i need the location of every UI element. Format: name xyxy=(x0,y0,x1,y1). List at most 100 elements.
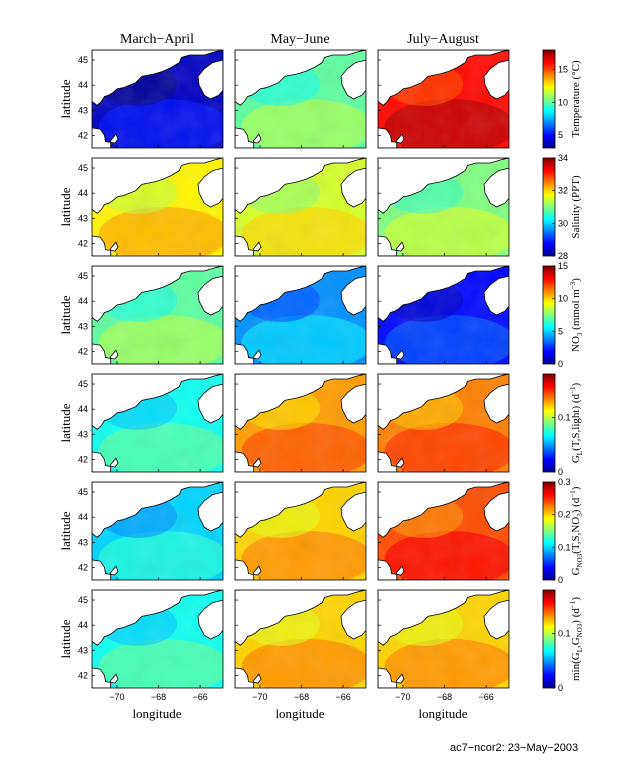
panel-frame xyxy=(377,589,510,689)
y-tick-label: 45 xyxy=(78,595,88,605)
land-mask xyxy=(483,599,509,640)
y-tick-label: 43 xyxy=(78,105,88,115)
y-tick-label: 42 xyxy=(78,454,88,464)
panel-frame xyxy=(91,481,224,581)
land-mask xyxy=(92,266,223,322)
y-tick-label: 43 xyxy=(78,213,88,223)
y-tick-label: 43 xyxy=(78,429,88,439)
y-tick-label: 42 xyxy=(78,346,88,356)
panel-frame xyxy=(377,265,510,365)
colorbar-tick-label: 32 xyxy=(558,186,568,196)
y-tick-label: 45 xyxy=(78,163,88,173)
panels-grid: 42 43 44 45 latitude 42 43 44 45 latitude 42 43 44 45… xyxy=(58,49,510,702)
colorbar-tick-label: 0.3 xyxy=(558,477,571,487)
y-tick-label: 44 xyxy=(78,296,88,306)
map-panel xyxy=(234,481,367,581)
land-mask xyxy=(197,491,223,532)
panel-frame xyxy=(234,481,367,581)
map-panel xyxy=(377,265,510,365)
colorbar-ramp xyxy=(542,481,556,581)
y-axis-label: latitude xyxy=(58,295,73,334)
colorbar-tick-label: 10 xyxy=(558,294,568,304)
x-tick-label: −68 xyxy=(151,692,166,702)
colorbar-tick-label: 15 xyxy=(558,261,568,271)
land-mask xyxy=(197,383,223,424)
colorbar-ramp xyxy=(542,589,556,689)
map-panel: −70 −68 −66 xyxy=(234,589,367,702)
panel-frame xyxy=(377,481,510,581)
y-axis-label: latitude xyxy=(58,79,73,118)
colorbar-tick-label: 0.2 xyxy=(558,510,571,520)
colorbar-ramp xyxy=(542,265,556,365)
land-mask xyxy=(378,158,509,214)
x-axis-label: longitude xyxy=(132,706,181,721)
colorbar-tick-label: 5 xyxy=(558,326,563,336)
map-panel: 42 43 44 45 xyxy=(78,265,224,365)
land-mask xyxy=(340,167,366,208)
colorbar-tick-label: 15 xyxy=(558,65,568,75)
land-mask xyxy=(197,599,223,640)
y-axis-label: latitude xyxy=(58,511,73,550)
colorbar-label: min(GL,GNO3) (d−1) xyxy=(569,597,584,681)
land-mask xyxy=(92,235,119,256)
x-axis-label: longitude xyxy=(418,706,467,721)
x-axis-labels: longitude longitude longitude xyxy=(132,706,467,721)
column-title: July−August xyxy=(407,32,479,47)
y-tick-label: 43 xyxy=(78,321,88,331)
land-mask xyxy=(378,127,405,148)
map-panel xyxy=(234,373,367,473)
footer-stamp: ac7−ncor2: 23−May−2003 xyxy=(450,742,579,754)
land-mask xyxy=(378,343,405,364)
colorbar-tick-label: 0.1 xyxy=(558,629,571,639)
panel-frame xyxy=(91,589,224,689)
y-tick-label: 44 xyxy=(78,620,88,630)
colorbar-tick-label: 34 xyxy=(558,153,568,163)
y-tick-label: 45 xyxy=(78,379,88,389)
map-panel: 42 43 44 45 xyxy=(78,157,224,257)
colorbar: 0 0.1GL(T,S,light) (d−1) xyxy=(542,373,584,477)
land-mask xyxy=(378,451,405,472)
land-mask xyxy=(483,167,509,208)
map-panel: 42 43 44 45 xyxy=(78,49,224,149)
land-mask xyxy=(235,266,366,322)
y-tick-label: 44 xyxy=(78,80,88,90)
land-mask xyxy=(235,590,366,646)
land-mask xyxy=(235,158,366,214)
panel-frame xyxy=(377,157,510,257)
x-axis-label: longitude xyxy=(275,706,324,721)
land-mask xyxy=(197,275,223,316)
colorbar-tick-label: 0 xyxy=(558,683,563,693)
colorbar-label: GL(T,S,light) (d−1) xyxy=(569,383,584,464)
colorbar-label: GNO3(T,S,NO3) (d−1) xyxy=(569,486,584,575)
y-axis-label: latitude xyxy=(58,619,73,658)
colorbar: 28 30 32 34 Salinity (PPT) xyxy=(542,153,582,261)
land-mask xyxy=(483,491,509,532)
panel-frame xyxy=(91,373,224,473)
colorbar-tick-label: 10 xyxy=(558,97,568,107)
colorbar-tick-label: 0.1 xyxy=(558,413,571,423)
x-tick-label: −66 xyxy=(478,692,493,702)
land-mask xyxy=(92,158,223,214)
column-title: May−June xyxy=(270,32,329,47)
land-mask xyxy=(92,482,223,538)
land-mask xyxy=(92,667,119,688)
land-mask xyxy=(483,59,509,100)
panel-frame xyxy=(91,49,224,149)
map-panel xyxy=(234,49,367,149)
colorbar-ramp xyxy=(542,157,556,257)
colorbar-tick-label: 0.1 xyxy=(558,542,571,552)
x-tick-label: −70 xyxy=(109,692,124,702)
x-tick-label: −66 xyxy=(335,692,350,702)
map-panel: 42 43 44 45 −70 −68 −66 xyxy=(78,589,224,702)
x-tick-label: −68 xyxy=(294,692,309,702)
panel-frame xyxy=(234,265,367,365)
colorbar-tick-label: 0 xyxy=(558,575,563,585)
land-mask xyxy=(92,374,223,430)
land-mask xyxy=(92,559,119,580)
colorbar-tick-label: 5 xyxy=(558,130,563,140)
panel-frame xyxy=(234,373,367,473)
x-tick-label: −70 xyxy=(252,692,267,702)
